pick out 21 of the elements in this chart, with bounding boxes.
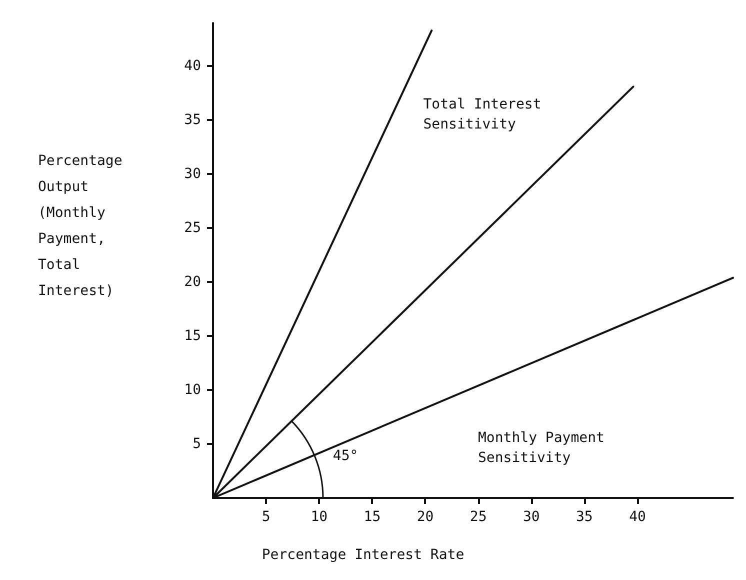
- y-tick-label: 35: [184, 112, 201, 128]
- y-tick-label: 40: [184, 58, 201, 74]
- text: Monthly Payment Sensitivity: [478, 430, 604, 466]
- x-tick-label: 30: [522, 509, 540, 525]
- y-tick-label: 15: [184, 328, 201, 344]
- x-tick-label: 5: [262, 509, 270, 525]
- x-tick-label: 25: [470, 509, 487, 525]
- y-axis-title: Percentage Output (Monthly Payment, Total Interest): [38, 153, 131, 299]
- text: Total Interest Sensitivity: [423, 96, 542, 133]
- x-tick-label: 40: [629, 509, 646, 525]
- x-axis-title: Percentage Interest Rate: [262, 547, 464, 563]
- y-tick-label: 20: [184, 274, 201, 290]
- y-tick-label: 10: [184, 382, 201, 398]
- y-tick-label: 25: [184, 220, 201, 236]
- x-tick-label: 35: [576, 509, 593, 525]
- x-tick-label: 10: [310, 509, 328, 525]
- x-tick-label: 15: [364, 509, 381, 525]
- annotation: 45°: [332, 448, 358, 464]
- y-tick-label: 30: [184, 166, 201, 182]
- x-tick-label: 20: [416, 509, 434, 525]
- y-tick-label: 5: [192, 436, 201, 452]
